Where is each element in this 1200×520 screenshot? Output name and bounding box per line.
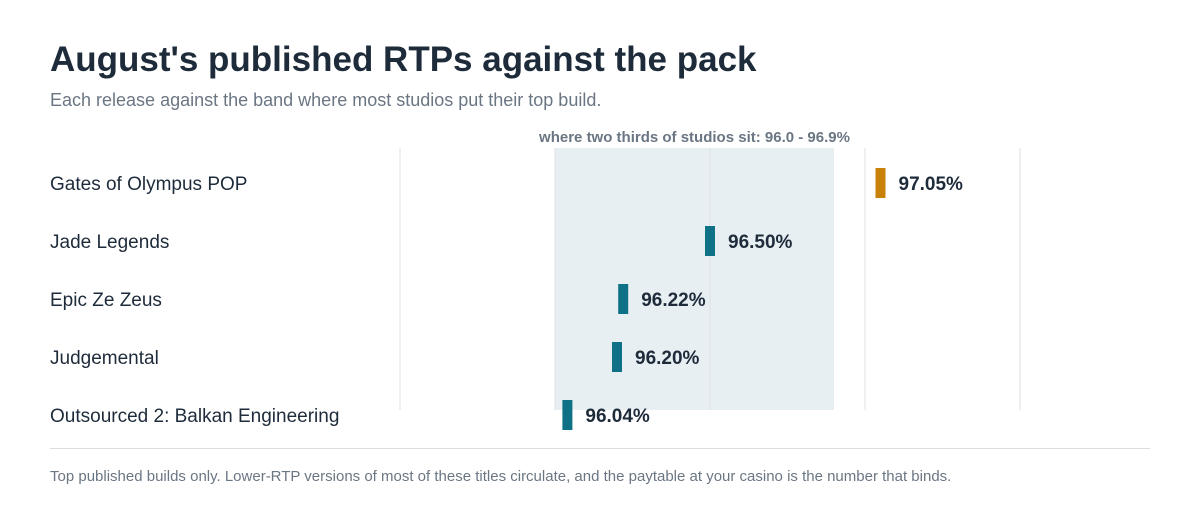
row-label: Outsourced 2: Balkan Engineering — [50, 406, 339, 427]
value-label: 96.20% — [635, 348, 700, 369]
rtp-marker — [618, 284, 629, 314]
value-label: 96.04% — [585, 406, 650, 427]
row-label: Jade Legends — [50, 232, 169, 253]
rtp-marker — [875, 168, 886, 198]
typical-band — [555, 148, 834, 410]
row-label: Epic Ze Zeus — [50, 290, 162, 311]
row-label: Judgemental — [50, 348, 159, 369]
chart-title: August's published RTPs against the pack — [50, 40, 757, 79]
rtp-marker — [705, 226, 715, 256]
value-label: 96.50% — [728, 232, 793, 253]
footnote: Top published builds only. Lower-RTP ver… — [50, 468, 952, 485]
rtp-marker — [612, 342, 622, 372]
chart-subtitle: Each release against the band where most… — [50, 90, 602, 110]
value-label: 96.22% — [641, 290, 706, 311]
rtp-marker — [562, 400, 573, 430]
footer-divider — [50, 448, 1150, 449]
value-label: 97.05% — [899, 174, 964, 195]
row-label: Gates of Olympus POP — [50, 174, 247, 195]
band-label: where two thirds of studios sit: 96.0 - … — [538, 129, 850, 146]
